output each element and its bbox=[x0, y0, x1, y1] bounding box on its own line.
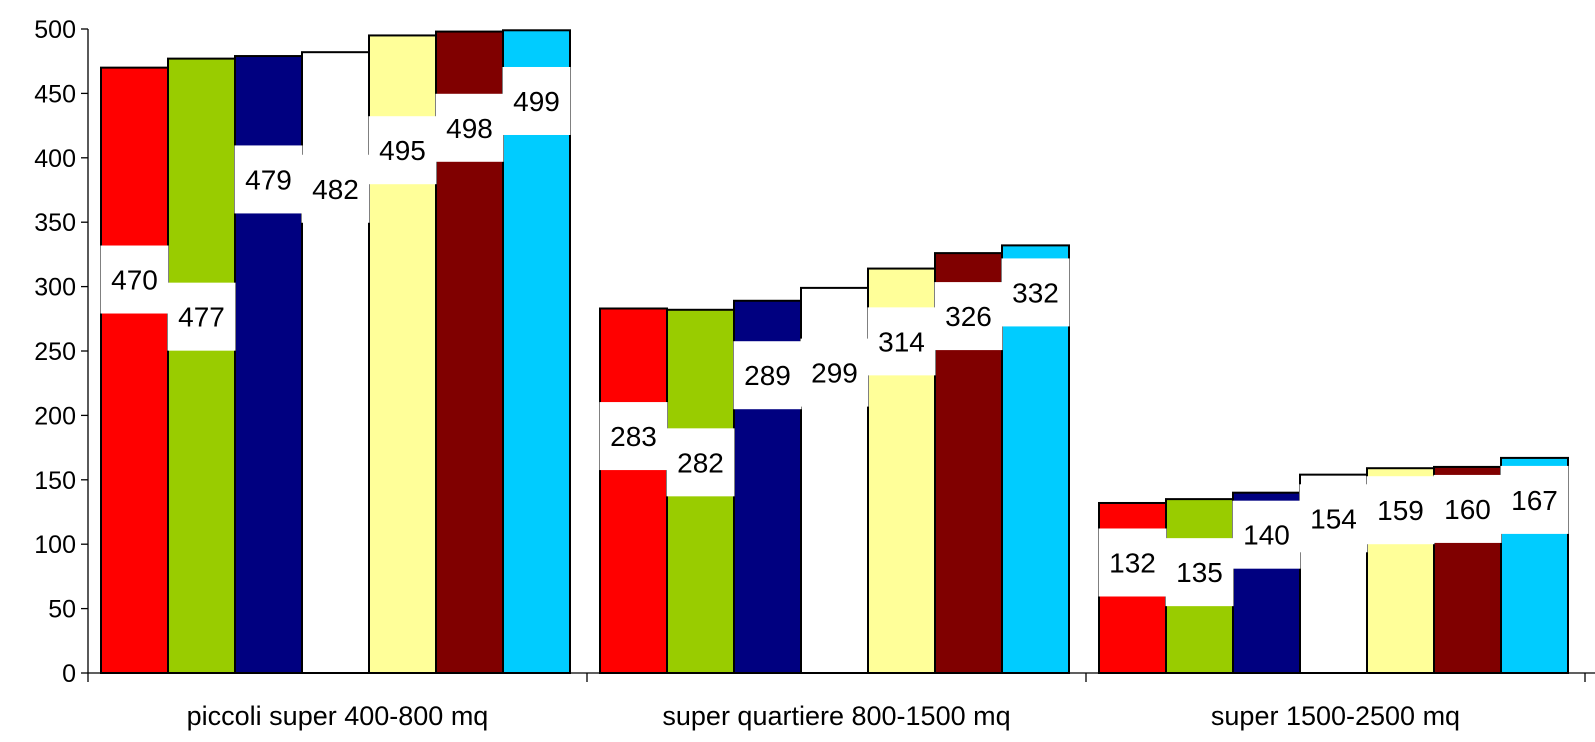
data-label-background bbox=[1299, 484, 1368, 553]
bar bbox=[167, 57, 236, 674]
y-tick-label: 250 bbox=[34, 338, 76, 366]
data-label: 470 bbox=[111, 265, 158, 296]
data-label-background bbox=[1232, 500, 1301, 569]
x-category-label: piccoli super 400-800 mq bbox=[187, 701, 489, 731]
data-label: 479 bbox=[245, 164, 292, 195]
data-label-background bbox=[100, 245, 169, 314]
data-label-background bbox=[934, 282, 1003, 351]
data-label-background bbox=[301, 154, 370, 223]
x-category-label: super quartiere 800-1500 mq bbox=[662, 701, 1010, 731]
data-label: 332 bbox=[1012, 277, 1059, 308]
data-label: 499 bbox=[513, 86, 560, 117]
data-label-background bbox=[502, 66, 571, 135]
bar bbox=[301, 51, 370, 674]
data-label-background bbox=[234, 145, 303, 214]
bar bbox=[100, 66, 169, 674]
data-label-background bbox=[733, 341, 802, 410]
data-label: 283 bbox=[610, 421, 657, 452]
y-tick-label: 200 bbox=[34, 402, 76, 430]
data-label: 159 bbox=[1377, 495, 1424, 526]
data-label-background bbox=[1001, 258, 1070, 327]
y-tick-label: 0 bbox=[62, 660, 76, 688]
data-label: 498 bbox=[446, 113, 493, 144]
data-label-background bbox=[435, 93, 504, 162]
bar bbox=[599, 307, 668, 674]
data-label: 477 bbox=[178, 302, 225, 333]
data-label: 132 bbox=[1109, 547, 1156, 578]
data-label: 135 bbox=[1176, 557, 1223, 588]
data-label: 299 bbox=[811, 358, 858, 389]
y-tick-label: 400 bbox=[34, 145, 76, 173]
data-label-background bbox=[1366, 476, 1435, 545]
data-label: 495 bbox=[379, 135, 426, 166]
data-label-background bbox=[167, 282, 236, 351]
data-label: 482 bbox=[312, 174, 359, 205]
data-label: 167 bbox=[1511, 485, 1558, 516]
data-label: 326 bbox=[945, 301, 992, 332]
y-tick-label: 500 bbox=[34, 16, 76, 44]
x-categories-group: piccoli super 400-800 mq super quartiere … bbox=[87, 673, 1586, 731]
data-label: 282 bbox=[677, 447, 724, 478]
y-tick-label: 300 bbox=[34, 274, 76, 302]
data-labels-group: 470 477 479 482 495 498 499 283 282 289 299 314 326 3… bbox=[100, 66, 1569, 607]
data-label: 314 bbox=[878, 326, 925, 357]
data-label: 289 bbox=[744, 360, 791, 391]
y-tick-label: 450 bbox=[34, 80, 76, 108]
y-tick-label: 350 bbox=[34, 209, 76, 237]
data-label-background bbox=[800, 338, 869, 407]
y-tick-label: 100 bbox=[34, 531, 76, 559]
y-ticks-group: 0 50 100 150 200 250 300 350 400 450 500 bbox=[34, 16, 88, 688]
data-label-background bbox=[599, 402, 668, 471]
data-label-background bbox=[1165, 538, 1234, 607]
data-label-background bbox=[1500, 465, 1569, 534]
data-label-background bbox=[368, 116, 437, 185]
y-tick-label: 50 bbox=[48, 596, 76, 624]
y-tick-label: 150 bbox=[34, 467, 76, 495]
data-label: 154 bbox=[1310, 503, 1357, 534]
data-label-background bbox=[1098, 528, 1167, 597]
data-label: 160 bbox=[1444, 494, 1491, 525]
data-label-background bbox=[1433, 474, 1502, 543]
data-label: 140 bbox=[1243, 520, 1290, 551]
x-category-label: super 1500-2500 mq bbox=[1211, 701, 1460, 731]
data-label-background bbox=[666, 428, 735, 497]
data-label-background bbox=[867, 307, 936, 376]
